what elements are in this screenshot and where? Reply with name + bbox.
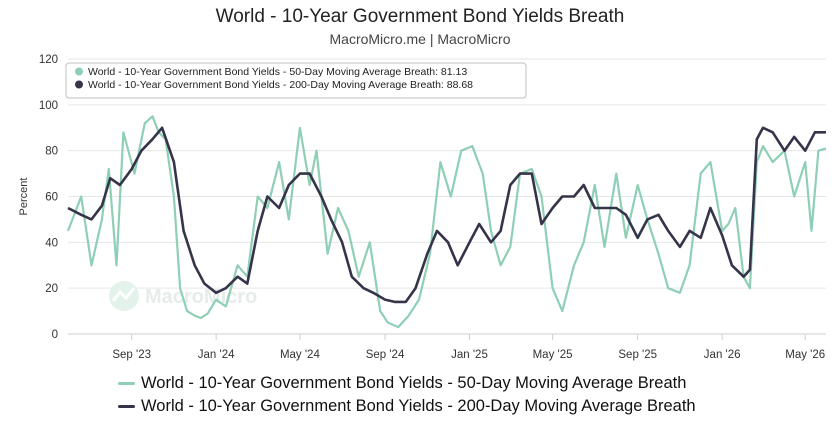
- tooltip-text-1: World - 10-Year Government Bond Yields -…: [88, 79, 473, 91]
- y-tick-label: 0: [52, 329, 58, 341]
- legend-label-50day: World - 10-Year Government Bond Yields -…: [141, 374, 687, 392]
- x-tick-label: Sep '23: [112, 349, 151, 361]
- x-tick-label: May '25: [533, 349, 573, 361]
- series-line-50day: [66, 115, 827, 329]
- y-tick-label: 60: [45, 192, 58, 204]
- legend-label-200day: World - 10-Year Government Bond Yields -…: [141, 397, 696, 415]
- legend: World - 10-Year Government Bond Yields -…: [118, 372, 696, 418]
- y-tick-label: 20: [45, 283, 58, 295]
- x-tick-label: May '26: [785, 349, 825, 361]
- x-tick-label: Sep '24: [366, 349, 405, 361]
- y-tick-label: 40: [45, 237, 58, 249]
- y-tick-label: 100: [39, 100, 58, 112]
- y-axis-title: Percent: [18, 178, 30, 216]
- x-tick-label: Jan '26: [704, 349, 741, 361]
- x-tick-label: May '24: [280, 349, 321, 361]
- series-line-200day: [67, 126, 826, 304]
- tooltip-dot-1: [75, 80, 83, 89]
- tooltip: World - 10-Year Government Bond Yields -…: [65, 62, 527, 99]
- tooltip-text-0: World - 10-Year Government Bond Yields -…: [88, 66, 467, 78]
- legend-swatch-50day: [118, 382, 135, 385]
- legend-swatch-200day: [118, 405, 135, 408]
- y-tick-label: 80: [45, 146, 58, 158]
- svg-text:MacroMicro: MacroMicro: [145, 286, 257, 308]
- legend-item-200day[interactable]: World - 10-Year Government Bond Yields -…: [118, 395, 696, 418]
- legend-item-50day[interactable]: World - 10-Year Government Bond Yields -…: [118, 372, 696, 395]
- axes: 0 20 40 60 80 100 120 Sep '23 Jan '24 May '24 Sep …: [18, 54, 826, 361]
- x-tick-label: Sep '25: [618, 349, 657, 361]
- x-tick-label: Jan '24: [198, 349, 235, 361]
- gridlines: [68, 58, 826, 289]
- y-tick-label: 120: [39, 54, 58, 66]
- chart-subtitle: MacroMicro.me | MacroMicro: [329, 31, 511, 47]
- tooltip-dot-0: [75, 67, 83, 76]
- x-tick-label: Jan '25: [451, 349, 488, 361]
- series-lines: [66, 115, 827, 329]
- chart-title: World - 10-Year Government Bond Yields B…: [215, 6, 625, 27]
